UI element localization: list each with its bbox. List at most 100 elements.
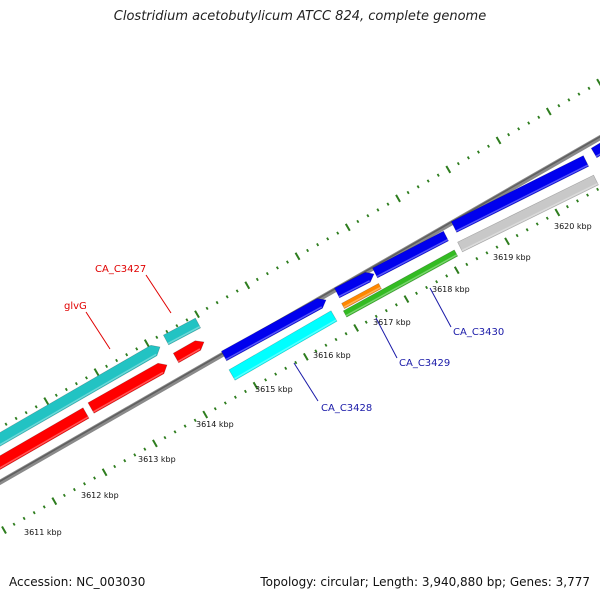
tick-mark-lower [32, 511, 36, 515]
tick-mark-upper [344, 223, 351, 232]
tick-mark-lower [223, 401, 227, 405]
genome-title: Clostridium acetobutylicum ATCC 824, com… [113, 9, 487, 24]
tick-mark-upper [185, 318, 189, 322]
gene-glvG-cyan [0, 344, 161, 447]
kbp-label: 3616 kbp [313, 351, 351, 360]
tick-mark-lower [72, 487, 76, 492]
tick-mark-upper [235, 289, 239, 293]
tick-mark-upper [495, 136, 502, 145]
tick-mark-lower [284, 366, 288, 371]
tick-mark-lower [213, 407, 217, 411]
tick-mark-lower [515, 233, 519, 238]
tick-mark-upper [567, 98, 571, 102]
tick-mark-upper [545, 107, 552, 116]
gene-blue-4 [450, 155, 590, 233]
tick-mark-upper [205, 306, 209, 311]
tick-mark-lower [133, 453, 137, 457]
tick-mark-lower [475, 256, 479, 261]
tick-mark-lower [173, 430, 177, 434]
tick-mark-upper [255, 277, 259, 282]
gene-label-CA_C3430: CA_C3430 [453, 327, 504, 338]
kbp-label: 3618 kbp [432, 285, 470, 294]
tick-mark-upper [416, 185, 420, 189]
tick-mark-upper [487, 144, 490, 148]
tick-mark-lower [252, 381, 259, 390]
tick-mark-upper [34, 405, 38, 409]
tick-mark-lower [51, 497, 58, 506]
tick-mark-upper [577, 92, 581, 96]
tick-mark-upper [507, 132, 511, 137]
tick-mark-upper [596, 78, 600, 87]
tick-mark-upper [557, 104, 561, 108]
tick-mark-lower [123, 459, 127, 463]
tick-mark-lower [435, 280, 439, 284]
gene-glvG-cyan-shine [0, 353, 157, 446]
accession-text: Accession: NC_003030 [9, 575, 146, 589]
tick-mark-lower [93, 476, 97, 480]
gene-blue-3-shine [376, 238, 449, 278]
tick-mark-upper [135, 347, 139, 351]
tick-mark-lower [183, 424, 187, 428]
tick-mark-lower [314, 349, 318, 353]
gene-blue-2-shine [338, 280, 370, 298]
tick-mark-upper [14, 416, 18, 421]
kbp-label: 3615 kbp [255, 385, 293, 394]
kbp-label: 3620 kbp [554, 222, 592, 231]
tick-mark-upper [436, 173, 440, 177]
tick-mark-upper [336, 231, 340, 235]
tick-mark-lower [193, 418, 197, 422]
tick-mark-upper [445, 165, 452, 174]
tick-mark-lower [264, 378, 268, 382]
tick-mark-lower [274, 372, 278, 376]
CA_C3430-leader [429, 287, 452, 328]
gene-blue-2 [334, 271, 375, 299]
tick-mark-lower [504, 237, 510, 246]
gene-red-short [172, 340, 205, 364]
tick-mark-lower [453, 266, 460, 275]
tick-mark-upper [43, 397, 50, 406]
tick-mark-lower [545, 216, 549, 220]
tick-mark-lower [384, 308, 388, 313]
tick-mark-lower [294, 360, 298, 365]
tick-mark-lower [143, 447, 147, 451]
gene-orange [341, 282, 382, 310]
tick-mark-lower [403, 295, 410, 304]
tick-mark-lower [525, 228, 529, 232]
tick-mark-lower [535, 222, 539, 226]
glvG-leader [85, 311, 111, 350]
gene-orange-shine [343, 286, 382, 308]
tick-mark-upper [366, 214, 370, 218]
tick-mark-lower [465, 262, 469, 267]
tick-mark-upper [4, 422, 8, 426]
gene-gray [457, 174, 599, 253]
tick-mark-lower [344, 332, 348, 336]
tick-mark-lower [425, 285, 429, 290]
tick-mark-upper [286, 260, 289, 264]
tick-mark-lower [152, 439, 158, 448]
tick-mark-lower [554, 208, 561, 217]
tick-mark-upper [517, 127, 521, 131]
gene-red-short-shine [177, 348, 201, 363]
tick-mark-upper [194, 310, 200, 319]
gene-red-middle-shine [92, 371, 164, 413]
kbp-label: 3614 kbp [196, 420, 234, 429]
gene-blue-edge-shine [595, 153, 600, 158]
tick-mark-upper [143, 339, 150, 348]
tick-mark-lower [83, 482, 86, 486]
tick-mark-upper [115, 358, 119, 363]
gene-label-CA_C3429: CA_C3429 [399, 358, 450, 369]
tick-mark-lower [62, 493, 66, 498]
tick-mark-upper [165, 329, 169, 334]
gene-blue-1-shine [225, 306, 323, 361]
tick-mark-upper [587, 86, 591, 90]
tick-mark-upper [215, 300, 219, 305]
kbp-label: 3619 kbp [493, 253, 531, 262]
tick-mark-lower [163, 435, 167, 440]
kbp-label: 3617 kbp [373, 318, 411, 327]
gene-blue-4-shine [455, 164, 589, 232]
tick-mark-lower [12, 522, 16, 526]
tick-mark-upper [466, 156, 470, 160]
tick-mark-lower [445, 274, 449, 278]
gene-label-CA_C3427: CA_C3427 [95, 264, 146, 275]
